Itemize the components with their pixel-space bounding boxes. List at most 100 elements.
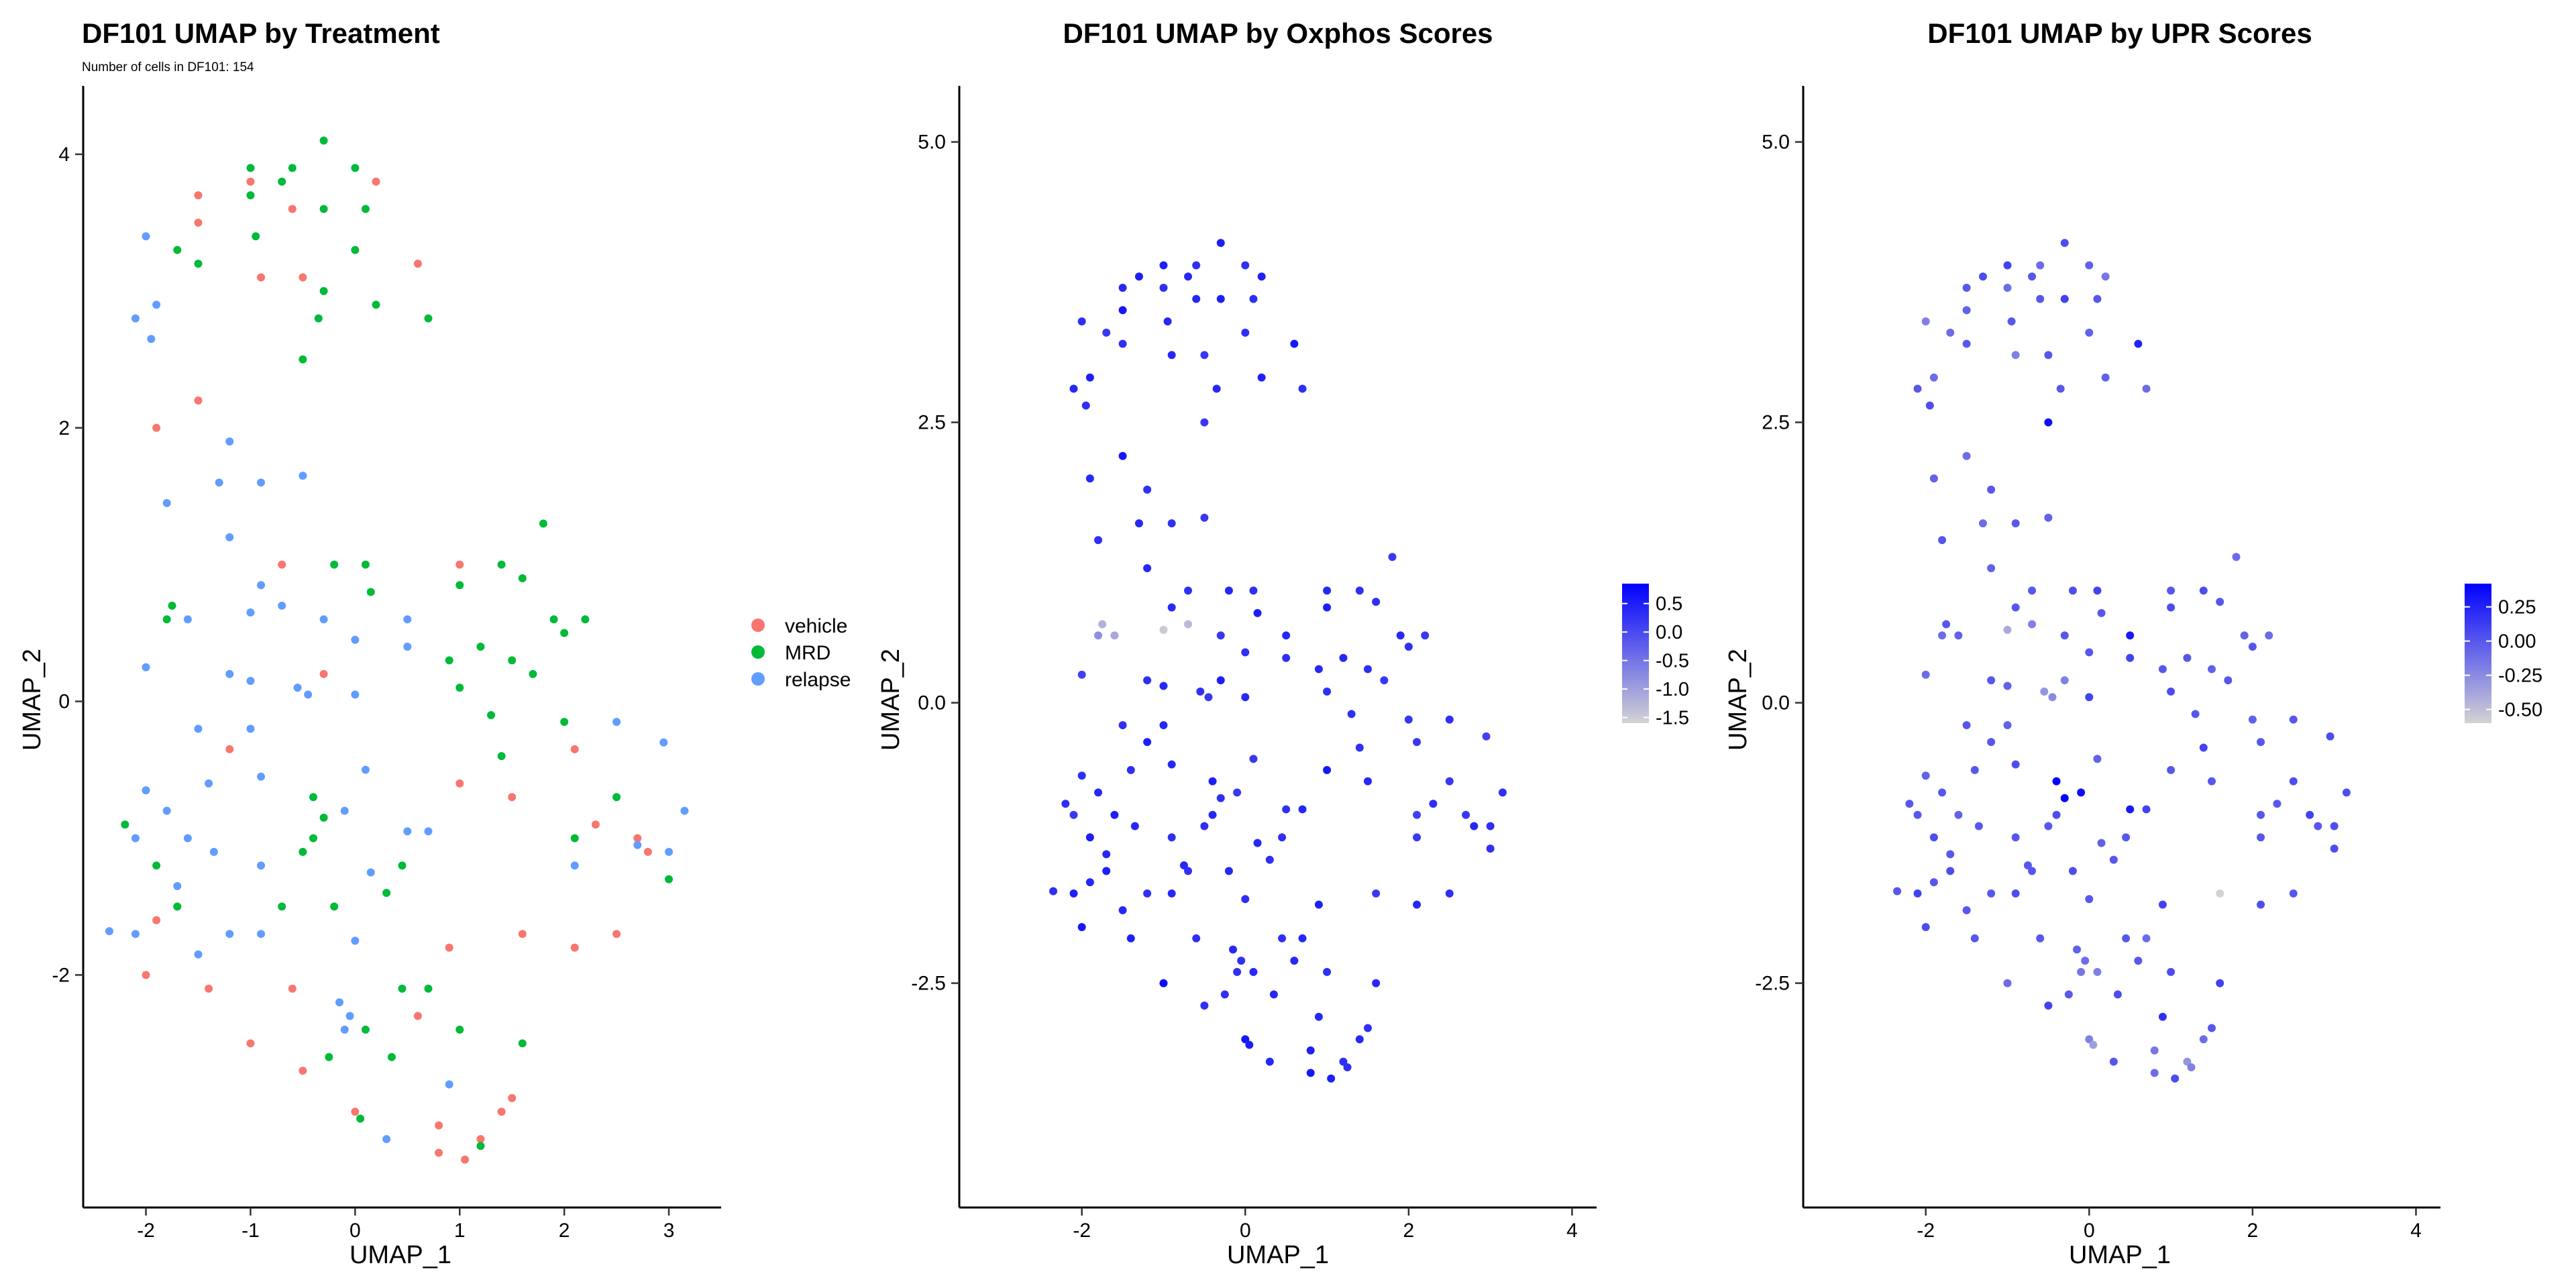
data-point — [2142, 934, 2151, 943]
data-point-relapse — [257, 772, 266, 781]
data-point — [1167, 519, 1176, 528]
data-point-relapse — [152, 301, 161, 309]
data-point — [1913, 889, 1922, 898]
data-point — [2191, 710, 2200, 718]
data-point-mrd — [398, 984, 407, 993]
legend-dot-mrd — [751, 645, 765, 659]
data-point — [1413, 900, 1421, 909]
data-point — [1179, 861, 1188, 870]
data-point — [1962, 306, 1971, 315]
data-point — [1929, 373, 1938, 382]
data-point-relapse — [382, 1135, 391, 1144]
data-point — [2257, 738, 2265, 747]
data-point — [1184, 867, 1193, 875]
data-point — [2028, 586, 2037, 595]
data-point — [1085, 833, 1094, 842]
chart-title: DF101 UMAP by UPR Scores — [1927, 17, 2312, 49]
data-point — [1077, 670, 1086, 679]
data-point — [2085, 261, 2094, 270]
data-point-mrd — [549, 615, 558, 624]
x-tick-label: 2 — [1403, 1220, 1415, 1242]
data-point — [1921, 670, 1930, 679]
data-point-mrd — [455, 684, 464, 692]
data-point-relapse — [246, 608, 255, 617]
data-point — [2134, 957, 2143, 965]
data-point-relapse — [142, 232, 150, 241]
data-point — [1962, 906, 1971, 914]
data-point-mrd — [351, 246, 360, 254]
data-point — [1249, 294, 1258, 303]
data-point — [1134, 272, 1143, 281]
data-point — [1143, 676, 1152, 685]
x-tick-label: 2 — [559, 1220, 570, 1242]
data-point-mrd — [508, 656, 517, 665]
data-point-vehicle — [461, 1155, 470, 1164]
data-point — [1962, 339, 1971, 348]
data-point — [2060, 676, 2069, 685]
data-point-mrd — [309, 793, 317, 802]
data-point — [1134, 519, 1143, 528]
data-point-relapse — [131, 834, 140, 843]
data-point — [2011, 351, 2020, 360]
data-point — [1216, 294, 1225, 303]
data-point-mrd — [319, 286, 328, 295]
y-axis-title: UMAP_2 — [877, 649, 905, 751]
data-point — [2183, 653, 2192, 662]
data-point-mrd — [382, 889, 391, 898]
data-point-relapse — [162, 498, 171, 507]
data-point — [2167, 603, 2176, 612]
data-point — [1200, 418, 1209, 427]
data-point-mrd — [356, 1114, 365, 1123]
data-point-mrd — [560, 629, 569, 637]
legend: vehicle MRD relapse — [751, 615, 851, 691]
data-point-vehicle — [278, 560, 286, 569]
data-point — [1278, 833, 1287, 842]
data-point-relapse — [351, 936, 360, 945]
axes: -2 0 2 4 -2.5 0.0 2.5 5.0 — [911, 86, 1597, 1242]
data-point — [2158, 665, 2167, 674]
data-point-mrd — [330, 902, 339, 911]
data-point — [1130, 822, 1139, 830]
data-point — [1404, 643, 1413, 651]
data-point-mrd — [612, 793, 621, 802]
data-point — [2207, 665, 2216, 674]
data-point — [1085, 474, 1094, 483]
data-point-mrd — [539, 519, 547, 528]
data-point — [2167, 765, 2176, 774]
data-point-mrd — [581, 615, 590, 624]
data-point — [1126, 765, 1135, 774]
data-point-mrd — [361, 205, 370, 213]
data-point — [2187, 1063, 2196, 1071]
data-point-mrd — [299, 355, 307, 364]
data-point — [2036, 934, 2045, 943]
data-point-vehicle — [413, 1012, 422, 1020]
data-point — [1314, 900, 1323, 909]
data-point — [1486, 822, 1495, 830]
data-point-vehicle — [497, 1108, 506, 1116]
data-point — [1167, 351, 1176, 360]
data-point — [2142, 805, 2151, 814]
data-point — [2077, 967, 2086, 976]
data-point-relapse — [345, 1012, 354, 1020]
data-point-mrd — [476, 1142, 485, 1150]
data-point — [2060, 631, 2069, 640]
data-point-mrd — [194, 260, 203, 268]
data-point — [1265, 855, 1274, 864]
data-point — [1077, 771, 1086, 780]
data-point — [1077, 317, 1086, 326]
data-point-relapse — [215, 478, 223, 487]
data-point-vehicle — [591, 820, 600, 829]
data-point — [1282, 653, 1291, 662]
data-point — [1938, 631, 1947, 640]
x-tick-label: 4 — [1566, 1220, 1578, 1242]
data-point — [2003, 721, 2012, 730]
data-point — [2216, 889, 2224, 898]
data-point-vehicle — [372, 177, 380, 186]
data-point — [1929, 833, 1938, 842]
data-point — [1196, 687, 1205, 696]
chart-subtitle: Number of cells in DF101: 154 — [82, 60, 254, 74]
data-point — [1102, 328, 1111, 337]
data-point — [2306, 810, 2314, 819]
x-axis-title: UMAP_1 — [1227, 1241, 1329, 1269]
x-tick-label: 1 — [454, 1220, 466, 1242]
